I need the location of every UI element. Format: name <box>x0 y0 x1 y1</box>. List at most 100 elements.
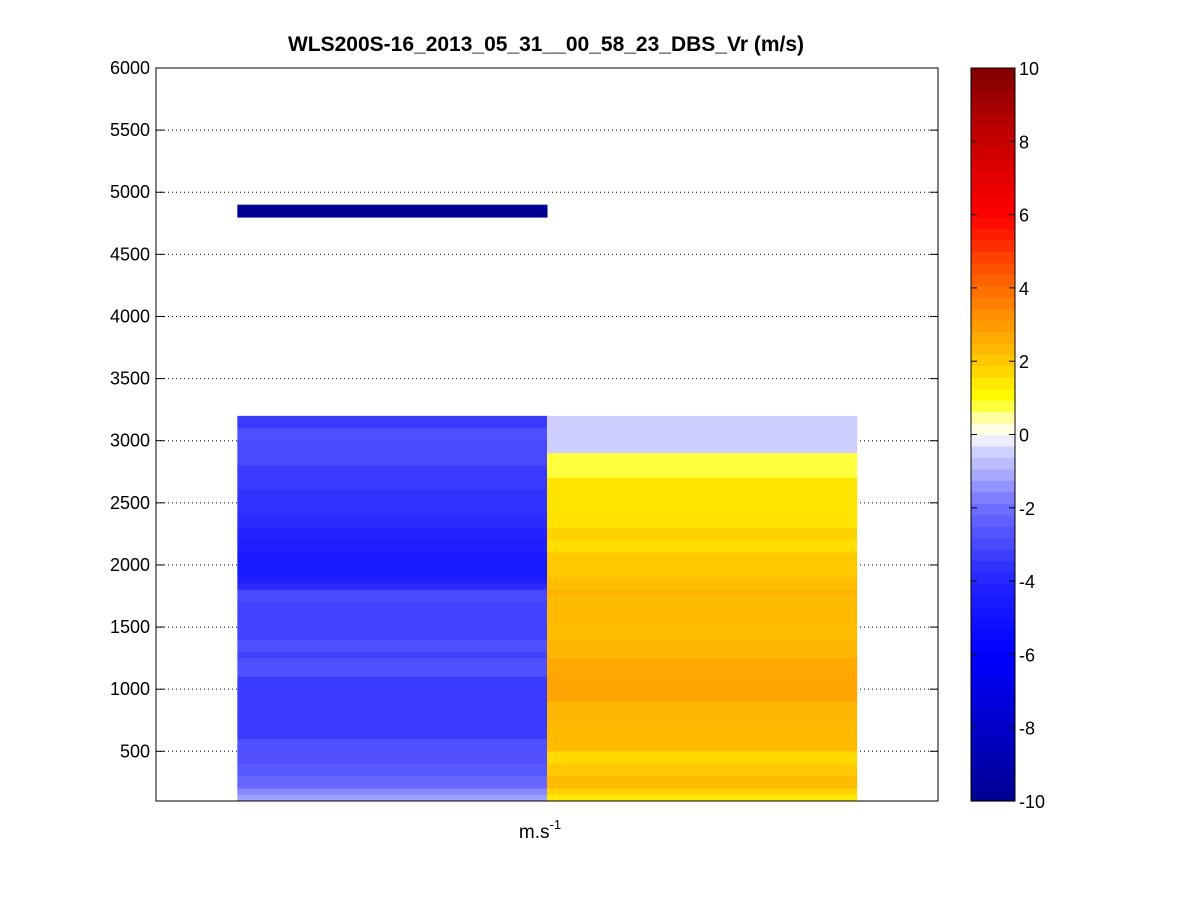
colorbar-strip <box>971 342 1015 355</box>
colorbar-strip <box>971 778 1015 791</box>
colorbar-strip <box>971 148 1015 161</box>
colorbar-strip <box>971 239 1015 252</box>
heatmap-cell <box>237 415 548 429</box>
colorbar-strip <box>971 445 1015 458</box>
colorbar-strip <box>971 136 1015 149</box>
heatmap-cell <box>237 527 548 541</box>
heatmap-cell <box>547 596 858 628</box>
colorbar-strip <box>971 743 1015 756</box>
colorbar-strip <box>971 319 1015 333</box>
colorbar-strip <box>971 68 1015 81</box>
colorbar-strip <box>971 102 1015 115</box>
heatmap-cell <box>547 751 858 765</box>
colorbar-ticks: -10 -8 -6 -4 -2 0 2 4 6 8 10 <box>971 59 1045 812</box>
colorbar-strip <box>971 182 1015 195</box>
colorbar-strip <box>971 686 1015 699</box>
y-tick-label: 2000 <box>110 555 150 575</box>
heatmap-cells <box>237 204 858 802</box>
colorbar-strip <box>971 709 1015 722</box>
colorbar-strip <box>971 400 1015 413</box>
heatmap-cell <box>237 552 548 578</box>
colorbar-tick-label: -4 <box>1019 572 1035 592</box>
y-tick-label: 1000 <box>110 679 150 699</box>
colorbar-tick-label: -8 <box>1019 719 1035 739</box>
colorbar-strip <box>971 365 1015 378</box>
colorbar-strip <box>971 216 1015 229</box>
colorbar-tick-label: 4 <box>1019 279 1029 299</box>
heatmap-cell <box>547 477 858 529</box>
colorbar-strip <box>971 125 1015 138</box>
colorbar-strip <box>971 480 1015 493</box>
colorbar-tick-label: -2 <box>1019 499 1035 519</box>
heatmap-cell <box>547 726 858 752</box>
colorbar-strip <box>971 285 1015 298</box>
heatmap-cell <box>547 453 858 479</box>
heatmap-cell <box>547 658 858 678</box>
colorbar-strip <box>971 423 1015 436</box>
colorbar-strip <box>971 171 1015 184</box>
colorbar-strip <box>971 79 1015 92</box>
heatmap-cell <box>237 428 548 442</box>
colorbar-strip <box>971 560 1015 573</box>
heatmap-cell <box>237 204 548 218</box>
colorbar-strip <box>971 697 1015 710</box>
heatmap-cell <box>237 651 548 659</box>
colorbar-strip <box>971 617 1015 630</box>
heatmap-cell <box>237 583 548 591</box>
colorbar-strip <box>971 503 1015 516</box>
chart-title: WLS200S-16_2013_05_31__00_58_23_DBS_Vr (… <box>288 33 804 56</box>
y-axis-ticks: 500 1000 1500 2000 2500 3000 3500 4000 4500 5000 5… <box>110 58 938 761</box>
heatmap-cell <box>547 577 858 591</box>
colorbar-tick-label: 0 <box>1019 426 1029 446</box>
y-tick-label: 6000 <box>110 58 150 78</box>
colorbar-strip <box>971 159 1015 172</box>
y-tick-label: 5500 <box>110 120 150 140</box>
colorbar-strip <box>971 594 1015 607</box>
y-tick-label: 500 <box>120 741 150 761</box>
heatmap-cell <box>237 440 548 467</box>
colorbar: -10 -8 -6 -4 -2 0 2 4 6 8 10 <box>970 59 1045 812</box>
colorbar-strip <box>971 228 1015 241</box>
heatmap-cell <box>547 527 858 541</box>
heatmap-cell <box>237 794 548 802</box>
colorbar-strip <box>971 491 1015 504</box>
colorbar-strip <box>971 732 1015 745</box>
colorbar-strip <box>971 755 1015 768</box>
colorbar-strip <box>971 571 1015 584</box>
heatmap-cell <box>237 658 548 678</box>
colorbar-strip <box>971 514 1015 527</box>
heatmap-cell <box>547 763 858 777</box>
heatmap-cell <box>547 794 858 802</box>
colorbar-strip <box>971 663 1015 676</box>
colorbar-strip <box>971 205 1015 218</box>
y-tick-label: 1500 <box>110 617 150 637</box>
heatmap-cell <box>237 788 548 796</box>
heatmap-cell <box>237 602 548 640</box>
colorbar-strip <box>971 193 1015 207</box>
colorbar-strip <box>971 411 1015 424</box>
heatmap-cell <box>237 515 548 529</box>
colorbar-gradient <box>971 68 1015 802</box>
heatmap-cell <box>237 639 548 653</box>
colorbar-tick-label: 2 <box>1019 352 1029 372</box>
heatmap-cell <box>237 490 548 516</box>
colorbar-strip <box>971 549 1015 562</box>
colorbar-strip <box>971 766 1015 779</box>
y-tick-label: 3500 <box>110 369 150 389</box>
y-tick-label: 4000 <box>110 306 150 326</box>
heatmap-cell <box>237 589 548 603</box>
y-tick-label: 5000 <box>110 182 150 202</box>
heatmap-cell <box>547 701 858 727</box>
colorbar-tick-label: 10 <box>1019 59 1039 79</box>
colorbar-strip <box>971 297 1015 310</box>
colorbar-strip <box>971 308 1015 321</box>
x-axis-label-base: m.s <box>519 822 550 843</box>
x-axis-label-superscript: -1 <box>550 817 562 832</box>
colorbar-strip <box>971 652 1015 665</box>
colorbar-strip <box>971 640 1015 653</box>
heatmap-cell <box>237 714 548 740</box>
plot-frame <box>155 67 939 802</box>
heatmap-cell <box>237 763 548 777</box>
colorbar-strip <box>971 90 1015 103</box>
